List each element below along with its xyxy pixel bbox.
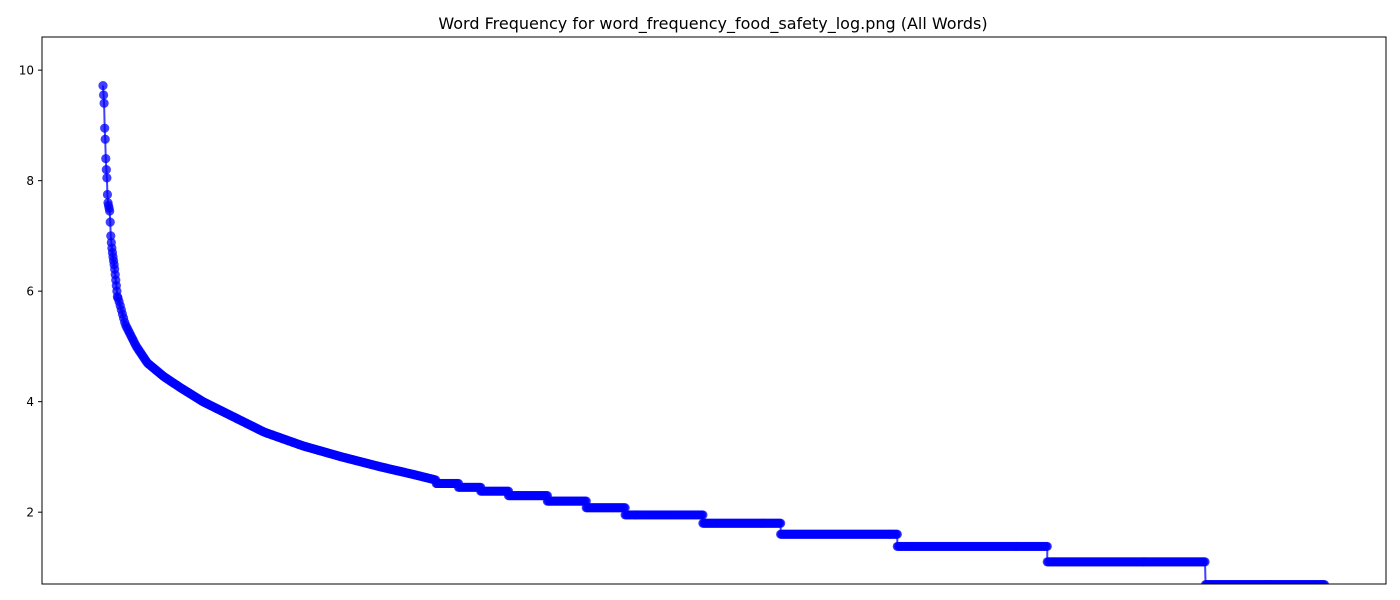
data-point (100, 123, 110, 133)
y-tick-label: 4 (26, 395, 34, 409)
data-point (98, 90, 109, 100)
data-point (98, 81, 108, 91)
plot-frame (41, 36, 1387, 585)
data-point (101, 153, 111, 164)
data-point (1042, 541, 1052, 552)
y-axis: 2 4 6 8 10 (19, 64, 42, 520)
data-point (698, 510, 708, 520)
data-point (620, 503, 630, 513)
data-point (105, 217, 115, 227)
data-point (776, 518, 786, 528)
data-point (1200, 557, 1210, 567)
data-point (101, 165, 111, 175)
data-point (102, 189, 113, 200)
plot-area (98, 81, 1330, 584)
data-point (99, 98, 109, 108)
y-tick-label: 2 (26, 506, 34, 520)
series-line (102, 85, 1325, 584)
y-tick-label: 10 (19, 64, 34, 78)
data-point (100, 134, 110, 144)
chart-title: Word Frequency for word_frequency_food_s… (438, 14, 987, 34)
data-point (102, 173, 112, 183)
y-tick-label: 8 (26, 174, 34, 188)
data-point (106, 231, 116, 241)
y-tick-label: 6 (26, 285, 34, 299)
data-point (105, 206, 115, 216)
data-point (1319, 579, 1330, 584)
data-point (892, 529, 902, 539)
